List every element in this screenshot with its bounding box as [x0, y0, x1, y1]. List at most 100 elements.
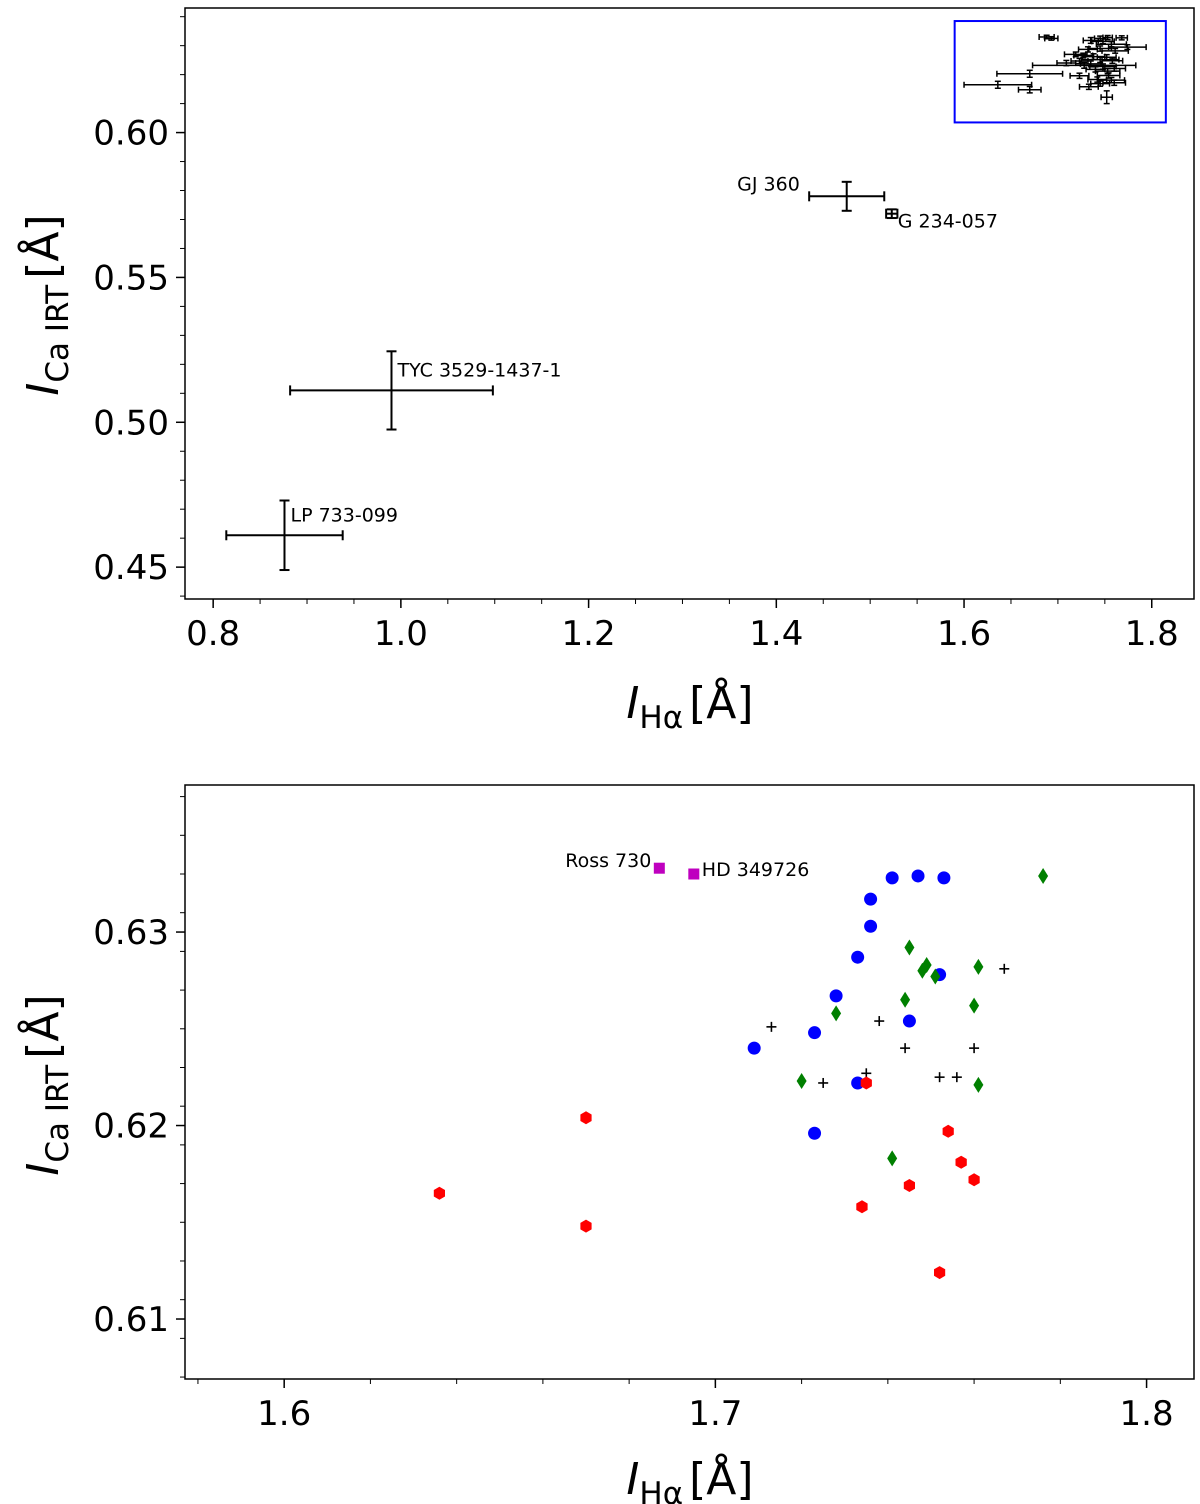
- red-hexagon-point: [856, 1200, 868, 1214]
- blue-circle-point: [911, 869, 925, 883]
- black-plus-point: [900, 1043, 911, 1054]
- bottom-x-tick-label: 1.6: [257, 1394, 311, 1434]
- green-diamond-point: [796, 1073, 807, 1090]
- series-square: Ross 730 HD 349726: [565, 850, 809, 881]
- error-bar-point: [808, 180, 886, 212]
- error-bar-point: [885, 208, 899, 220]
- blue-circle-point: [808, 1126, 822, 1140]
- cluster-error-bar-point: [963, 80, 1033, 89]
- green-diamond-point: [930, 968, 941, 985]
- point-annotation: LP 733-099: [290, 504, 397, 526]
- blue-circle-point: [747, 1041, 761, 1055]
- blue-circle-point: [864, 919, 878, 933]
- zoom-region-box: [953, 20, 1167, 124]
- black-plus-point: [934, 1072, 945, 1083]
- bottom-y-tick-label: 0.61: [93, 1300, 169, 1340]
- bottom-y-axis-label: ICa IRT[Å]: [16, 994, 76, 1175]
- point-annotation: G 234-057: [898, 211, 998, 233]
- top-x-tick-label: 1.8: [1125, 614, 1179, 654]
- point-annotation: HD 349726: [702, 859, 810, 881]
- green-diamond-point: [917, 962, 928, 979]
- cluster-error-bar-point: [1031, 61, 1137, 70]
- cluster-error-bar-point: [1077, 46, 1099, 53]
- red-hexagon-point: [580, 1111, 592, 1125]
- blue-circle-point: [829, 989, 843, 1003]
- cluster-error-bar-point: [1107, 44, 1147, 51]
- green-diamond-point: [1038, 867, 1049, 884]
- green-diamond-point: [831, 1005, 842, 1022]
- cluster-error-bar-point: [1101, 57, 1124, 65]
- error-bar-point: [225, 499, 344, 572]
- top-y-tick-label: 0.45: [93, 548, 169, 588]
- red-hexagon-point: [433, 1186, 445, 1200]
- cluster-error-bar-point: [996, 69, 1064, 78]
- cluster-error-bar-point: [1100, 90, 1114, 105]
- blue-circle-point: [902, 1014, 916, 1028]
- top-scatter-panel: 0.45 0.50 0.55 0.60 0.8 1.0 1.2 1.4 1.6 1.8 GJ 3…: [16, 7, 1195, 736]
- blue-circle-point: [864, 892, 878, 906]
- bottom-scatter-panel: 0.61 0.62 0.63 1.6 1.7 1.8 Ross 730 HD 349726…: [16, 784, 1195, 1504]
- cluster-error-bar-point: [1044, 35, 1059, 42]
- black-plus-point: [969, 1043, 980, 1054]
- green-diamond-point: [973, 1076, 984, 1093]
- top-x-axis-label: IHα [Å]: [626, 676, 753, 736]
- point-annotation: GJ 360: [737, 173, 800, 195]
- red-hexagon-point: [580, 1219, 592, 1233]
- red-hexagon-point: [860, 1076, 872, 1090]
- green-diamond-point: [900, 991, 911, 1008]
- bottom-x-tick-label: 1.8: [1120, 1394, 1174, 1434]
- top-x-tick-label: 1.2: [562, 614, 616, 654]
- blue-circle-point: [851, 950, 865, 964]
- top-x-tick-label: 1.0: [374, 614, 428, 654]
- point-annotation: Ross 730: [565, 850, 651, 872]
- blue-circle-point: [885, 871, 899, 885]
- red-hexagon-point: [934, 1266, 946, 1280]
- red-hexagon-point: [968, 1173, 980, 1187]
- cluster-error-bar-point: [1082, 36, 1100, 45]
- cluster-error-bar-point: [1102, 79, 1127, 87]
- bottom-x-axis-label: IHα [Å]: [626, 1452, 753, 1504]
- cluster-error-bar-point: [1094, 67, 1121, 75]
- top-y-tick-label: 0.60: [93, 114, 169, 154]
- cluster-error-bar-point: [1115, 34, 1129, 41]
- top-x-tick-label: 0.8: [186, 614, 240, 654]
- top-plot-frame: [184, 7, 1195, 600]
- red-hexagon-point: [955, 1155, 967, 1169]
- black-plus-point: [951, 1072, 962, 1083]
- bottom-x-tick-label: 1.7: [688, 1394, 742, 1434]
- error-bar-point: [289, 350, 494, 431]
- bottom-y-tick-label: 0.63: [93, 913, 169, 953]
- cluster-error-bar-point: [1017, 85, 1042, 94]
- black-plus-point: [766, 1021, 777, 1032]
- series-hexagon: [433, 1076, 980, 1280]
- blue-circle-point: [808, 1026, 822, 1040]
- top-y-tick-label: 0.50: [93, 403, 169, 443]
- red-hexagon-point: [903, 1179, 915, 1192]
- magenta-square-point: [688, 868, 700, 880]
- black-plus-point: [874, 1016, 885, 1027]
- cluster-error-bar-point: [1078, 83, 1100, 91]
- top-y-axis-label: ICa IRT[Å]: [16, 214, 76, 395]
- black-plus-point: [999, 963, 1010, 974]
- point-annotation: TYC 3529-1437-1: [396, 359, 561, 381]
- cluster-error-bar-point: [1101, 47, 1130, 54]
- blue-circle-point: [937, 871, 951, 885]
- green-diamond-point: [973, 958, 984, 975]
- red-hexagon-point: [942, 1124, 954, 1138]
- bottom-plot-frame: [184, 784, 1195, 1380]
- bottom-y-tick-label: 0.62: [93, 1107, 169, 1147]
- green-diamond-point: [969, 997, 980, 1014]
- series-diamond: [796, 867, 1049, 1167]
- top-x-tick-label: 1.6: [937, 614, 991, 654]
- green-diamond-point: [887, 1150, 898, 1167]
- cluster-error-bar-point: [1069, 72, 1090, 80]
- magenta-square-point: [653, 862, 665, 874]
- green-diamond-point: [904, 939, 915, 956]
- series-plus: [766, 963, 1010, 1088]
- top-x-tick-label: 1.4: [749, 614, 803, 654]
- top-y-tick-label: 0.55: [93, 258, 169, 298]
- cluster-error-bar-point: [1073, 52, 1094, 59]
- cluster-error-bar-point: [1070, 57, 1089, 65]
- black-plus-point: [818, 1077, 829, 1088]
